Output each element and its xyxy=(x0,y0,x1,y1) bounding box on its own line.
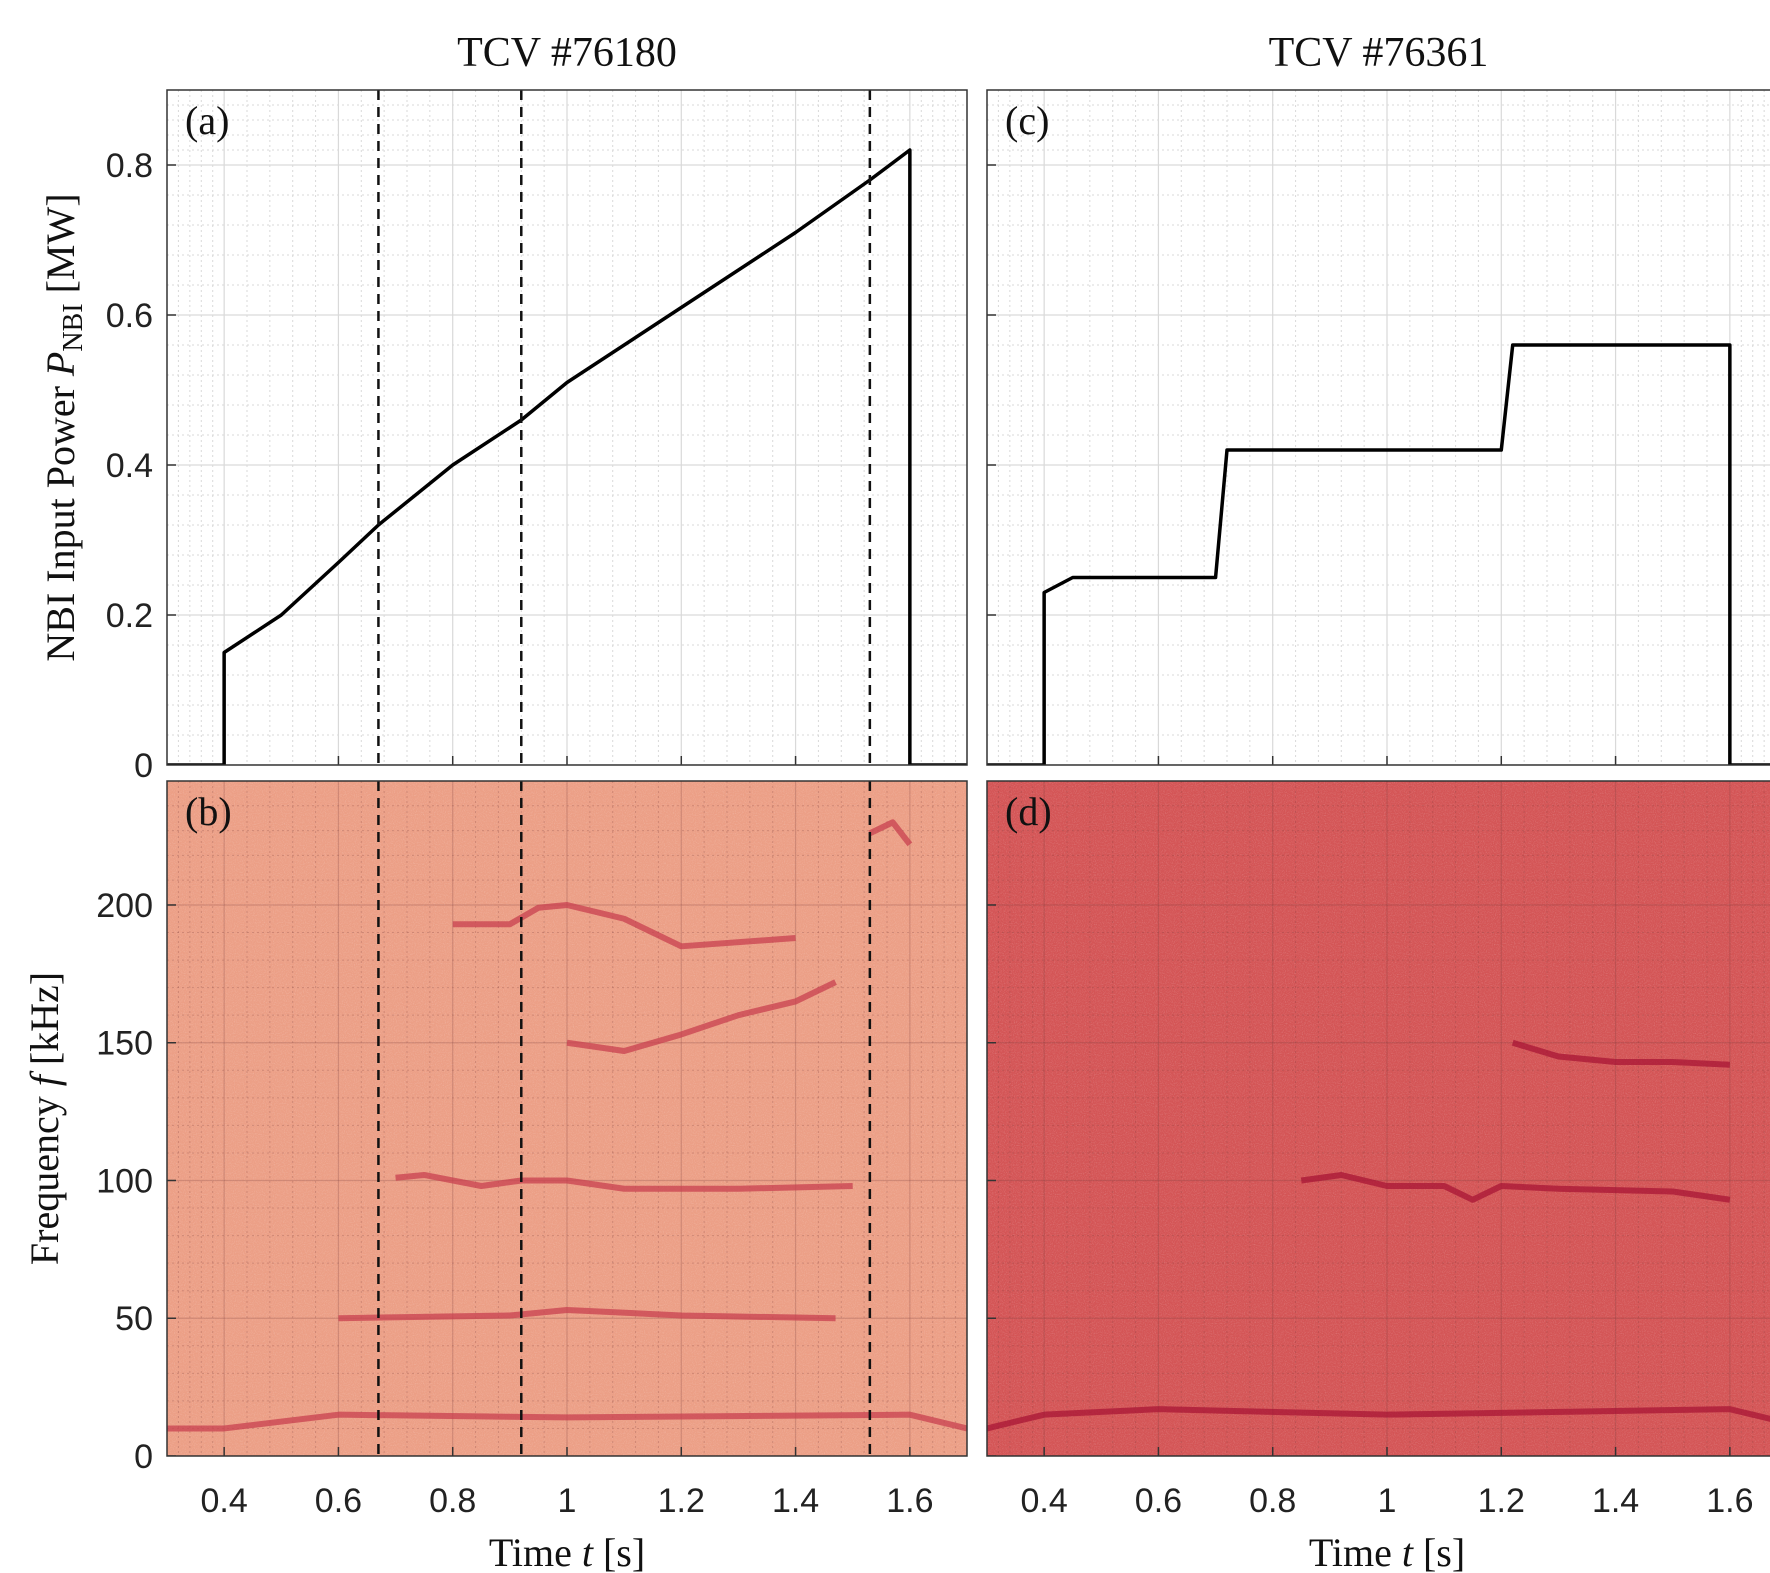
mode-line xyxy=(395,1171,853,1192)
mode-line xyxy=(167,1411,967,1432)
x-tick-label: 0.8 xyxy=(1249,1482,1296,1520)
label-unit: [s] xyxy=(593,1530,645,1573)
x-tick-label: 1.6 xyxy=(1706,1482,1753,1520)
panel-label: (c) xyxy=(1005,98,1049,143)
plot-background xyxy=(987,90,1770,765)
mode-line xyxy=(868,819,913,847)
label-text: NBI Input Power xyxy=(38,376,83,662)
label-text: Frequency xyxy=(22,1086,67,1265)
plot-frame xyxy=(166,89,968,766)
mode-line xyxy=(987,1406,1770,1432)
power-line xyxy=(987,343,1770,765)
label-variable: P xyxy=(38,352,83,377)
plot-area xyxy=(987,781,1770,1456)
axis-label: Frequency f [kHz] xyxy=(22,972,67,1265)
panel-label: (a) xyxy=(185,98,229,143)
panel-title: TCV #76361 xyxy=(1269,30,1489,76)
x-tick-label: 1.6 xyxy=(886,1482,933,1520)
y-tick-label: 50 xyxy=(115,1300,153,1338)
x-tick-label: 0.4 xyxy=(201,1482,248,1520)
x-tick-label: 1 xyxy=(558,1482,577,1520)
label-subscript: NBI xyxy=(58,303,89,351)
x-tick-label: 0.6 xyxy=(315,1482,362,1520)
axis-label: NBI Input Power PNBI [MW] xyxy=(38,193,89,661)
mode-line xyxy=(1511,1039,1731,1068)
label-variable: t xyxy=(1402,1530,1414,1573)
label-text: Time xyxy=(489,1530,582,1573)
label-variable: t xyxy=(582,1530,594,1573)
x-tick-label: 1.2 xyxy=(1478,1482,1525,1520)
label-unit: [kHz] xyxy=(22,972,67,1075)
label-unit: [MW] xyxy=(38,193,83,303)
mode-line xyxy=(338,1306,836,1322)
x-tick-label: 0.4 xyxy=(1021,1482,1068,1520)
noise xyxy=(987,781,1770,1456)
plot-frame xyxy=(986,89,1770,766)
mode-line xyxy=(1300,1171,1731,1203)
mode-line xyxy=(566,979,837,1054)
plot-area xyxy=(987,90,1770,765)
panel-label: (d) xyxy=(1005,789,1052,834)
panel-label: (b) xyxy=(185,789,232,834)
noise xyxy=(167,781,967,1456)
y-tick-label: 0.4 xyxy=(106,447,153,485)
x-tick-label: 0.6 xyxy=(1135,1482,1182,1520)
plot-area xyxy=(167,90,967,765)
x-tick-label: 1.2 xyxy=(658,1482,705,1520)
x-tick-label: 1.4 xyxy=(772,1482,819,1520)
y-tick-label: 0.6 xyxy=(106,297,153,335)
axis-label: Time t [s] xyxy=(1309,1530,1465,1573)
y-tick-label: 200 xyxy=(96,887,153,925)
label-unit: [s] xyxy=(1413,1530,1465,1573)
y-tick-label: 0 xyxy=(134,747,153,785)
x-tick-label: 1.4 xyxy=(1592,1482,1639,1520)
plot-frame xyxy=(166,780,968,1457)
mode-line xyxy=(452,901,796,950)
plot-frame xyxy=(986,780,1770,1457)
axis-label: Time t [s] xyxy=(489,1530,645,1573)
x-tick-label: 0.8 xyxy=(429,1482,476,1520)
y-tick-label: 100 xyxy=(96,1162,153,1200)
y-tick-label: 0 xyxy=(134,1438,153,1476)
panel-title: TCV #76180 xyxy=(457,30,677,76)
y-tick-label: 0.8 xyxy=(106,147,153,185)
label-text: Time xyxy=(1309,1530,1402,1573)
y-tick-label: 150 xyxy=(96,1025,153,1063)
plot-area xyxy=(167,781,967,1456)
x-tick-label: 1 xyxy=(1378,1482,1397,1520)
y-tick-label: 0.2 xyxy=(106,597,153,635)
